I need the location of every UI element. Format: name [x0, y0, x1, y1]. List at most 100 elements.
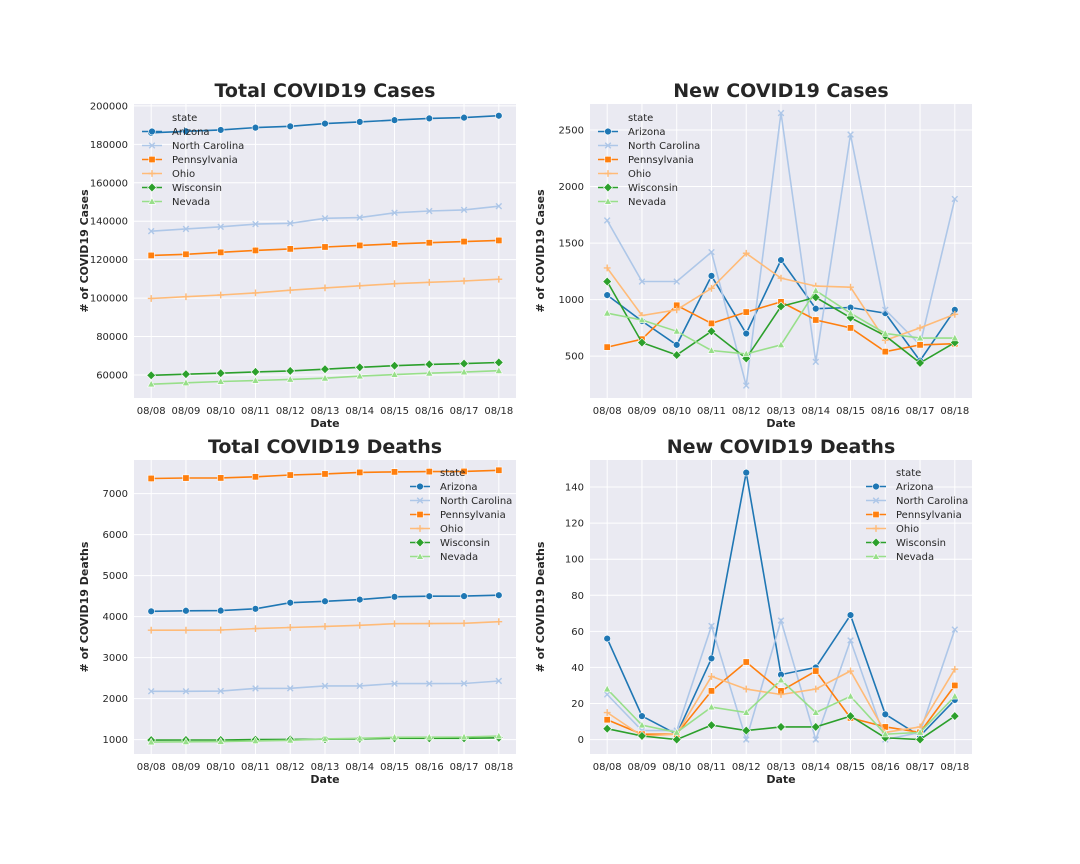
x-tick-label: 08/16 [871, 762, 900, 773]
y-tick-label: 500 [565, 352, 584, 363]
data-point [706, 720, 717, 730]
legend-marker [604, 170, 612, 177]
data-point [425, 368, 434, 377]
chart-title: Total COVID19 Deaths [208, 436, 442, 458]
series-ohio [603, 249, 959, 344]
data-point [425, 680, 433, 687]
data-point [603, 634, 611, 643]
data-point [638, 712, 646, 720]
x-tick-label: 08/11 [241, 762, 270, 773]
data-point [460, 277, 468, 285]
data-point [494, 366, 503, 374]
x-tick-label: 08/11 [241, 406, 270, 417]
legend-title: state [440, 468, 465, 479]
data-point [707, 319, 715, 327]
data-point [776, 340, 786, 348]
x-axis-label: Date [766, 773, 795, 786]
y-tick-label: 1000 [103, 735, 128, 746]
data-point [495, 112, 503, 120]
data-point [460, 206, 468, 214]
series-ohio [147, 618, 503, 634]
data-point [742, 685, 750, 693]
data-point [216, 737, 225, 745]
x-tick-label: 08/09 [628, 762, 657, 773]
x-tick-label: 08/12 [276, 406, 305, 417]
data-point [742, 708, 751, 716]
x-tick-label: 08/15 [836, 762, 865, 773]
data-point [708, 248, 715, 256]
y-tick-label: 80000 [96, 332, 128, 343]
data-point [637, 720, 647, 729]
y-tick-label: 20 [571, 699, 584, 710]
legend-marker [148, 142, 156, 149]
series-nevada [147, 366, 503, 388]
data-point [182, 225, 190, 233]
x-tick-label: 08/13 [311, 762, 340, 773]
data-point [776, 722, 786, 732]
data-point [881, 729, 890, 738]
data-point [320, 364, 330, 375]
data-point [390, 116, 399, 124]
data-point [391, 468, 399, 476]
legend-marker [148, 170, 156, 177]
data-point [951, 665, 959, 673]
data-point [217, 126, 225, 134]
data-point [742, 349, 751, 357]
data-point [915, 734, 925, 745]
data-point [812, 736, 820, 743]
data-point [354, 362, 365, 373]
data-point [286, 735, 295, 744]
data-point [495, 202, 503, 210]
data-point [673, 341, 681, 349]
data-point [286, 122, 294, 130]
data-point [182, 474, 190, 482]
x-tick-label: 08/15 [380, 762, 409, 773]
data-point [671, 350, 682, 360]
x-tick-label: 08/17 [450, 406, 479, 417]
legend-marker [604, 142, 612, 149]
data-point [495, 677, 503, 685]
legend-marker [603, 197, 613, 205]
data-point [147, 607, 155, 616]
data-point [425, 732, 434, 741]
data-point [951, 195, 959, 203]
x-axis-label: Date [766, 417, 795, 430]
data-point [182, 293, 190, 301]
series-north-carolina [147, 677, 503, 695]
data-point [286, 374, 295, 383]
data-point [707, 687, 715, 695]
legend-entry-pennsylvania: Pennsylvania [172, 155, 238, 166]
data-point [320, 734, 330, 743]
chart-title: New COVID19 Cases [673, 80, 888, 102]
series-north-carolina [147, 202, 503, 235]
legend-marker [416, 482, 424, 491]
data-point [602, 276, 613, 287]
data-point [460, 680, 468, 687]
data-point [777, 274, 785, 282]
x-tick-label: 08/16 [871, 406, 900, 417]
data-point [603, 264, 611, 272]
legend-entry-north-carolina: North Carolina [440, 496, 512, 507]
legend-entry-wisconsin: Wisconsin [440, 538, 490, 549]
x-tick-label: 08/15 [380, 406, 409, 417]
legend-entry-wisconsin: Wisconsin [896, 538, 946, 549]
data-point [286, 599, 294, 607]
data-point [181, 378, 191, 386]
data-point [251, 246, 259, 254]
data-point [217, 626, 225, 634]
data-point [603, 716, 611, 724]
data-point [915, 358, 925, 368]
data-point [460, 592, 468, 600]
x-tick-label: 08/10 [662, 406, 691, 417]
data-point [460, 113, 468, 122]
x-tick-label: 08/08 [593, 406, 622, 417]
data-point [147, 379, 156, 388]
data-point [425, 592, 433, 600]
data-point [603, 684, 612, 693]
x-tick-label: 08/10 [206, 406, 235, 417]
x-tick-label: 08/17 [450, 762, 479, 773]
y-tick-label: 60 [571, 627, 584, 638]
data-point [495, 591, 503, 599]
data-point [182, 127, 190, 135]
